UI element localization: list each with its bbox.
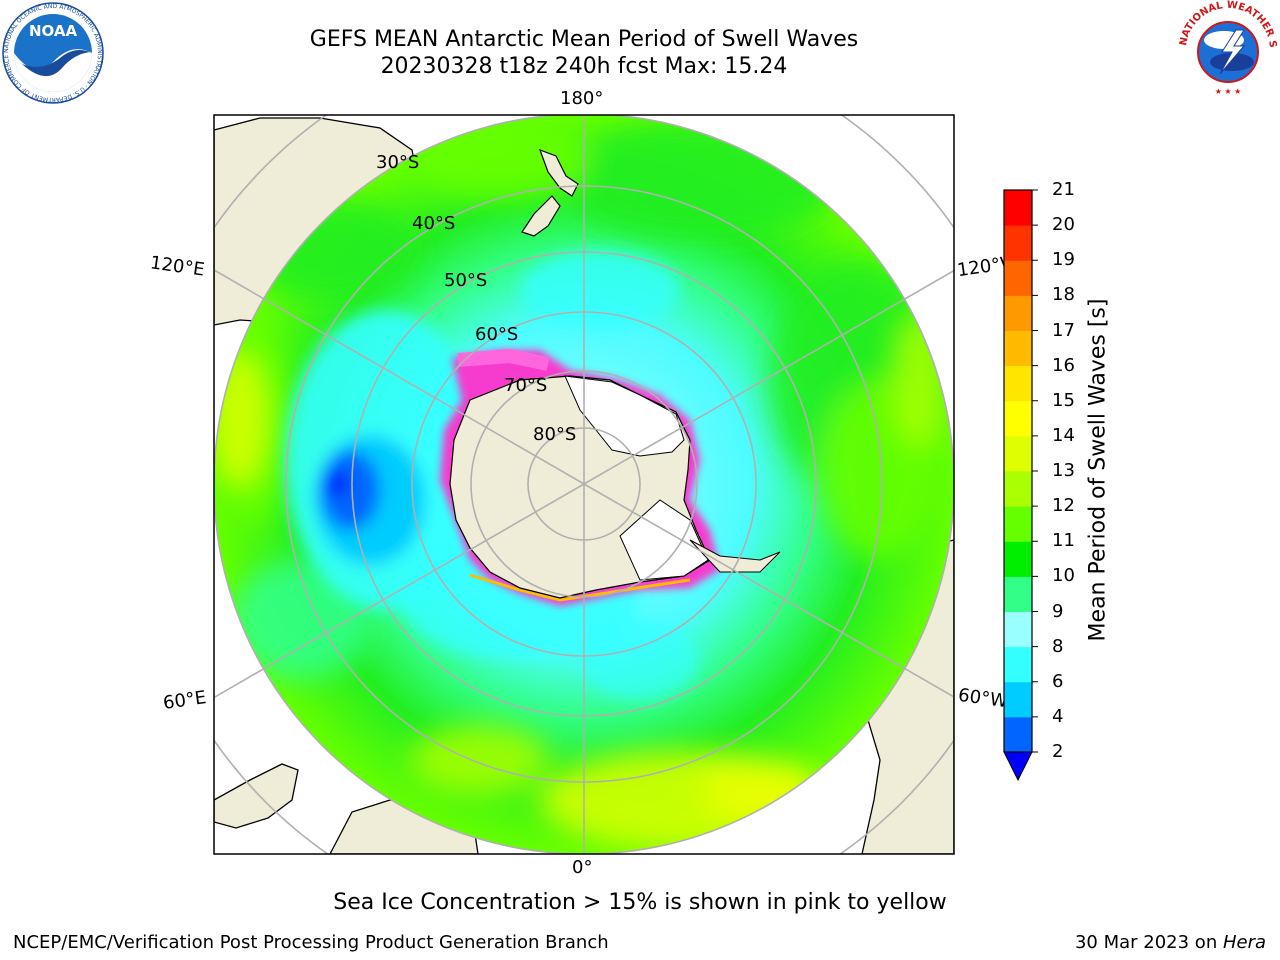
- nws-logo: NATIONAL WEATHER SERVICE ★ ★ ★: [1178, 0, 1278, 98]
- colorbar-tick-label: 14: [1052, 424, 1075, 446]
- lat-label-60s: 60°S: [475, 324, 519, 345]
- colorbar-tick-label: 20: [1052, 214, 1075, 236]
- lon-label-0: 0°: [572, 857, 593, 878]
- colorbar-tick-label: 10: [1052, 565, 1075, 587]
- noaa-logo-text: NOAA: [29, 22, 78, 40]
- colorbar-tick-label: 4: [1052, 705, 1064, 727]
- colorbar-segment: [1004, 295, 1032, 331]
- colorbar-segment: [1004, 541, 1032, 577]
- colorbar-tick-label: 12: [1052, 495, 1075, 517]
- chart-subtitle-run: 20230328 t18z 240h fcst Max: 15.24: [380, 54, 788, 79]
- sea-ice-note: Sea Ice Concentration > 15% is shown in …: [333, 890, 947, 915]
- colorbar: [1003, 189, 1038, 782]
- colorbar-under-arrow: [1003, 751, 1033, 782]
- footer-date: 30 Mar 2023 on Hera: [1075, 932, 1266, 953]
- colorbar-segment: [1004, 646, 1032, 683]
- colorbar-segment: [1004, 260, 1032, 296]
- colorbar-segment: [1004, 190, 1032, 226]
- new-zealand: [521, 148, 579, 237]
- colorbar-segment: [1004, 611, 1032, 648]
- lon-label-180: 180°: [560, 88, 604, 109]
- colorbar-tick-label: 9: [1052, 600, 1064, 622]
- colorbar-tick-label: 8: [1052, 635, 1064, 657]
- colorbar-tick-label: 13: [1052, 460, 1075, 481]
- colorbar-tick-label: 15: [1052, 389, 1075, 411]
- colorbar-segment: [1004, 681, 1032, 718]
- lat-label-80s: 80°S: [533, 424, 577, 445]
- colorbar-tick-label: 21: [1052, 179, 1075, 200]
- lat-label-50s: 50°S: [444, 270, 488, 291]
- colorbar-tick-label: 11: [1052, 530, 1075, 552]
- lat-label-30s: 30°S: [376, 152, 420, 173]
- colorbar-tick-label: 19: [1052, 249, 1075, 271]
- colorbar-tick-label: 18: [1052, 284, 1075, 306]
- map-frame: [213, 114, 955, 855]
- colorbar-tick-label: 6: [1052, 670, 1064, 692]
- chart-title: GEFS MEAN Antarctic Mean Period of Swell…: [309, 27, 859, 52]
- lat-label-70s: 70°S: [504, 375, 548, 396]
- colorbar-segment: [1004, 365, 1032, 402]
- colorbar-segment: [1004, 400, 1032, 437]
- colorbar-segment: [1004, 225, 1032, 261]
- footer-producer: NCEP/EMC/Verification Post Processing Pr…: [13, 932, 609, 953]
- colorbar-segment: [1004, 471, 1032, 507]
- colorbar-tick-label: 2: [1052, 741, 1064, 762]
- colorbar-label: Mean Period of Swell Waves [s]: [1085, 298, 1111, 642]
- lat-label-40s: 40°S: [412, 213, 456, 234]
- footer-host: Hera: [1222, 932, 1266, 953]
- colorbar-segment: [1004, 435, 1032, 472]
- colorbar-segment: [1004, 576, 1032, 612]
- colorbar-segment: [1004, 506, 1032, 542]
- svg-text:★ ★ ★: ★ ★ ★: [1215, 87, 1242, 96]
- noaa-logo: NOAA NATIONAL OCEANIC AND ATMOSPHERIC AD…: [2, 2, 104, 104]
- colorbar-tick-label: 16: [1052, 354, 1075, 376]
- colorbar-tick-label: 17: [1052, 319, 1075, 341]
- footer-date-text: 30 Mar 2023 on: [1074, 932, 1223, 953]
- colorbar-segment: [1004, 330, 1032, 367]
- colorbar-segment: [1004, 716, 1032, 753]
